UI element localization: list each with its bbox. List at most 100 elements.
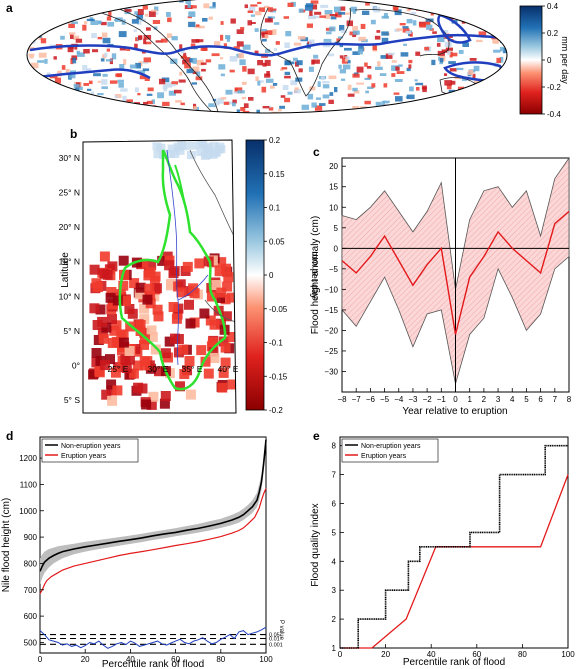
anomaly-cell: [220, 294, 231, 305]
c-x-tick-label: −1: [437, 395, 447, 404]
anomaly-cell: [34, 4, 43, 9]
anomaly-cell: [214, 266, 225, 277]
anomaly-cell: [284, 97, 291, 103]
anomaly-cell: [182, 261, 193, 272]
anomaly-cell: [59, 11, 67, 17]
anomaly-cell: [139, 339, 149, 350]
anomaly-cell: [98, 20, 102, 24]
anomaly-cell: [197, 25, 205, 29]
anomaly-cell: [101, 389, 112, 400]
anomaly-cell: [356, 82, 364, 85]
anomaly-cell: [381, 37, 389, 43]
anomaly-cell: [87, 88, 92, 91]
anomaly-cell: [125, 99, 133, 102]
anomaly-cell: [175, 100, 182, 103]
anomaly-cell: [218, 367, 229, 378]
anomaly-cell: [147, 100, 153, 105]
anomaly-cell: [146, 399, 157, 410]
anomaly-cell: [38, 52, 47, 58]
anomaly-cell: [146, 27, 151, 31]
anomaly-cell: [91, 278, 102, 289]
anomaly-cell: [328, 75, 337, 80]
anomaly-cell: [101, 86, 108, 89]
panel-c-xlabel: Year relative to eruption: [402, 406, 507, 417]
anomaly-cell: [226, 292, 236, 303]
anomaly-cell: [308, 14, 316, 20]
anomaly-cell: [128, 368, 139, 379]
anomaly-cell: [424, 46, 430, 51]
anomaly-cell: [53, 56, 57, 60]
anomaly-cell: [30, 21, 34, 28]
anomaly-cell: [195, 76, 203, 81]
e-x-tick-label: 80: [518, 650, 527, 659]
anomaly-cell: [340, 78, 346, 81]
anomaly-cell: [308, 39, 315, 45]
anomaly-cell: [116, 330, 127, 341]
anomaly-cell: [150, 344, 161, 355]
anomaly-cell: [440, 105, 448, 110]
anomaly-cell: [381, 15, 389, 19]
anomaly-cell: [107, 6, 112, 11]
anomaly-cell: [98, 333, 109, 344]
panel-e-eruption-line: [340, 474, 569, 649]
panel-c-ylabel: Flood height anomaly (cm): [310, 216, 321, 334]
anomaly-cell: [339, 55, 344, 59]
anomaly-cell: [142, 294, 153, 305]
anomaly-cell: [360, 23, 366, 29]
anomaly-cell: [387, 52, 395, 56]
anomaly-cell: [394, 9, 402, 16]
anomaly-cell: [36, 95, 44, 99]
anomaly-cell: [213, 101, 220, 106]
anomaly-cell: [198, 140, 208, 149]
anomaly-cell: [97, 316, 108, 327]
anomaly-cell: [499, 85, 505, 90]
anomaly-cell: [178, 79, 186, 83]
anomaly-cell: [89, 110, 96, 113]
anomaly-cell: [264, 59, 271, 66]
anomaly-cell: [431, 59, 436, 66]
anomaly-cell: [174, 89, 182, 94]
anomaly-cell: [364, 100, 371, 105]
anomaly-cell: [143, 101, 148, 105]
anomaly-cell: [180, 55, 188, 59]
anomaly-cell: [145, 41, 152, 45]
anomaly-cell: [79, 108, 83, 113]
anomaly-cell: [119, 64, 125, 69]
anomaly-cell: [217, 97, 224, 104]
pvalue-tick-label: 0.01: [269, 637, 280, 643]
anomaly-cell: [32, 15, 38, 19]
anomaly-cell: [394, 79, 403, 82]
anomaly-cell: [61, 65, 66, 70]
anomaly-cell: [220, 342, 231, 353]
c-y-tick-label: −25: [324, 347, 338, 356]
anomaly-cell: [69, 73, 76, 79]
anomaly-cell: [462, 89, 468, 93]
anomaly-cell: [440, 9, 447, 16]
anomaly-cell: [305, 3, 314, 8]
anomaly-cell: [146, 259, 157, 270]
anomaly-cell: [200, 46, 208, 51]
anomaly-cell: [242, 44, 251, 50]
c-y-tick-label: −5: [329, 265, 339, 274]
anomaly-cell: [159, 78, 166, 85]
anomaly-cell: [143, 270, 154, 281]
anomaly-cell: [465, 101, 471, 107]
anomaly-cell: [478, 16, 483, 19]
anomaly-cell: [111, 320, 122, 331]
anomaly-cell: [153, 311, 164, 322]
anomaly-cell: [393, 0, 402, 5]
anomaly-cell: [74, 44, 78, 50]
panel-d-axes: [39, 436, 267, 654]
anomaly-cell: [426, 24, 433, 30]
anomaly-cell: [141, 399, 152, 410]
anomaly-cell: [265, 30, 273, 35]
anomaly-cell: [201, 68, 206, 72]
anomaly-cell: [436, 42, 441, 47]
anomaly-cell: [272, 83, 278, 86]
anomaly-cell: [293, 57, 298, 61]
panel-b-ylabel: Latitude: [60, 252, 71, 288]
panel-e-xlabel: Percentile rank of flood: [403, 657, 505, 668]
anomaly-cell: [107, 314, 117, 324]
e-y-tick-label: 8: [332, 442, 337, 451]
anomaly-cell: [334, 87, 338, 93]
